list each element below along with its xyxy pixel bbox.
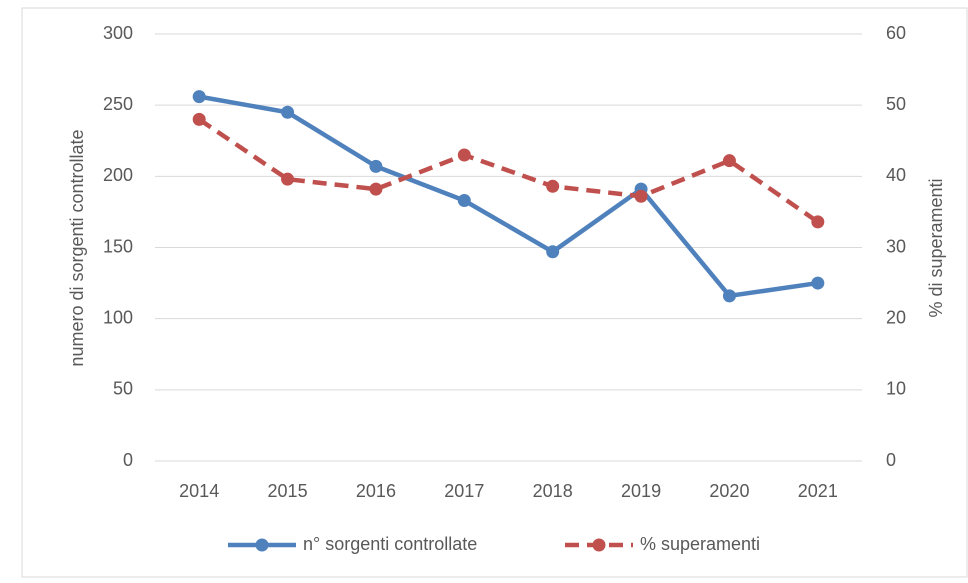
y2-tick-label: 40 xyxy=(886,165,906,185)
y-tick-label: 100 xyxy=(103,307,133,327)
data-point xyxy=(634,189,648,203)
y-tick-label: 300 xyxy=(103,23,133,43)
data-point xyxy=(457,194,471,208)
chart-frame xyxy=(21,7,968,578)
y2-tick-label: 60 xyxy=(886,23,906,43)
legend-label: % superamenti xyxy=(640,534,760,554)
y2-tick-label: 0 xyxy=(886,450,896,470)
data-point xyxy=(457,148,471,162)
x-tick-label: 2015 xyxy=(268,481,308,501)
data-point xyxy=(722,154,736,168)
y2-tick-label: 20 xyxy=(886,307,906,327)
y-tick-label: 0 xyxy=(123,450,133,470)
legend-marker xyxy=(255,538,269,552)
data-point xyxy=(369,159,383,173)
x-tick-label: 2018 xyxy=(533,481,573,501)
x-tick-label: 2021 xyxy=(798,481,838,501)
series-line xyxy=(198,94,819,299)
data-point xyxy=(192,90,206,104)
data-point xyxy=(281,172,295,186)
x-tick-label: 2020 xyxy=(709,481,749,501)
x-tick-label: 2016 xyxy=(356,481,396,501)
legend-label: n° sorgenti controllate xyxy=(303,534,477,554)
x-tick-label: 2014 xyxy=(179,481,219,501)
data-point xyxy=(369,182,383,196)
y-axis-label: numero di sorgenti controllate xyxy=(67,129,87,366)
data-point xyxy=(281,105,295,119)
data-point xyxy=(546,245,560,259)
y2-tick-label: 50 xyxy=(886,94,906,114)
data-point xyxy=(811,276,825,290)
series-line xyxy=(197,117,820,224)
y-tick-label: 50 xyxy=(113,379,133,399)
data-point xyxy=(722,289,736,303)
x-tick-label: 2017 xyxy=(444,481,484,501)
data-point xyxy=(192,112,206,126)
legend-marker xyxy=(592,538,606,552)
y-tick-label: 200 xyxy=(103,165,133,185)
y-tick-label: 150 xyxy=(103,236,133,256)
y2-axis-label: % di superamenti xyxy=(926,178,946,317)
x-tick-label: 2019 xyxy=(621,481,661,501)
y-tick-label: 250 xyxy=(103,94,133,114)
y2-tick-label: 10 xyxy=(886,379,906,399)
data-point xyxy=(546,179,560,193)
data-point xyxy=(811,215,825,229)
y2-tick-label: 30 xyxy=(886,236,906,256)
